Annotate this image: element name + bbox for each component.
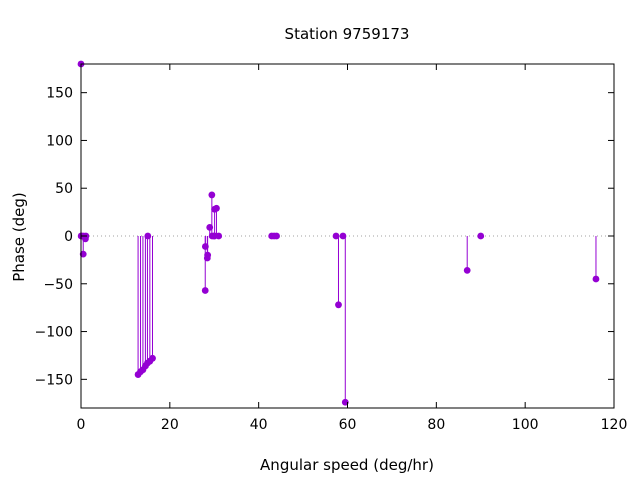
x-tick-label: 80	[427, 417, 445, 433]
plot-frame	[80, 63, 615, 409]
y-tick-label: 0	[64, 229, 73, 245]
y-tick-label: 100	[46, 133, 73, 149]
data-point	[273, 232, 280, 240]
y-tick-label: 150	[46, 86, 73, 102]
data-point	[339, 232, 347, 240]
y-tick-label: −50	[43, 277, 73, 293]
data-point	[201, 287, 209, 294]
x-tick-label: 120	[601, 417, 628, 433]
x-tick-label: 20	[161, 417, 179, 433]
data-point	[332, 232, 340, 240]
x-tick-label: 40	[250, 417, 268, 433]
y-tick-label: 50	[55, 181, 73, 197]
x-tick-label: 60	[339, 417, 357, 433]
chart-title: Station 9759173	[285, 25, 410, 43]
data-point	[79, 250, 87, 258]
x-tick-label: 100	[512, 417, 539, 433]
data-point	[463, 267, 471, 274]
data-point	[149, 354, 156, 362]
data-point	[213, 204, 220, 212]
x-tick-label: 0	[77, 417, 86, 433]
data-point	[204, 251, 212, 259]
data-point	[477, 232, 485, 240]
y-axis-label: Phase (deg)	[10, 192, 28, 282]
data-point	[335, 301, 342, 309]
data-point	[592, 275, 600, 283]
y-tick-label: −100	[35, 325, 73, 341]
x-axis-label: Angular speed (deg/hr)	[260, 456, 434, 474]
data-point	[341, 398, 349, 406]
data-point	[208, 191, 216, 199]
data-point	[215, 232, 223, 240]
plot-area: −150 −100 −50 0 50 100 150 0 20 40 60 80 100 120	[35, 60, 628, 433]
y-tick-label: −150	[35, 372, 73, 388]
